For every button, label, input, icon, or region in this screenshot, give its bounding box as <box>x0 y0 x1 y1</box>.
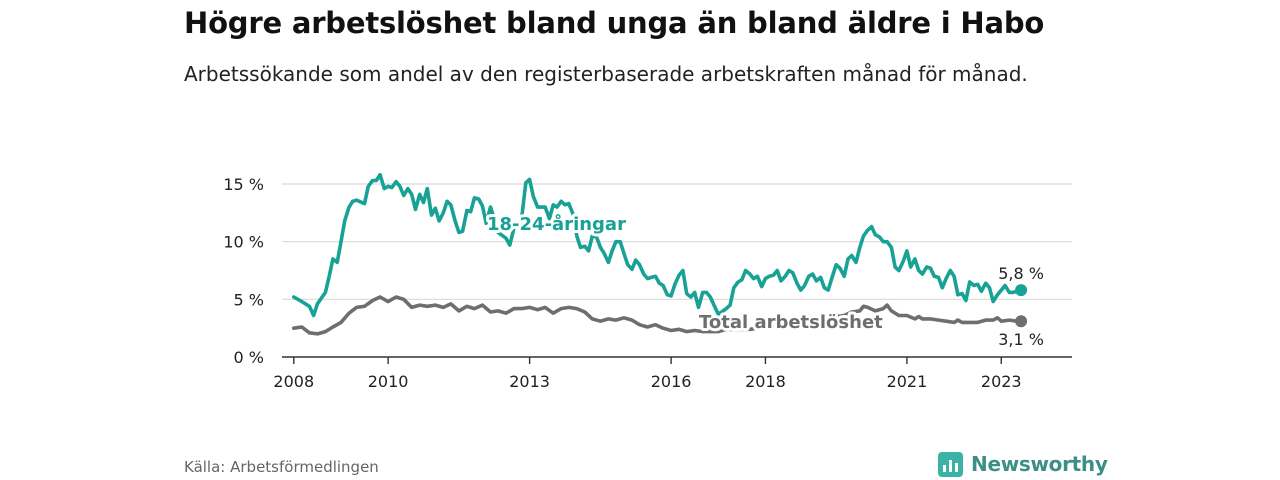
series-label-youth-halo: 18-24-åringar <box>487 213 626 235</box>
end-value-youth-halo: 5,8 % <box>998 264 1044 283</box>
series-lines <box>292 173 1028 336</box>
chart-title: Högre arbetslöshet bland unga än bland ä… <box>184 6 1045 40</box>
series-label-youth: 18-24-åringar <box>487 213 626 235</box>
y-tick-label: 5 % <box>234 290 264 309</box>
series-label-total-halo: Total arbetslöshet <box>699 312 883 333</box>
end-value-total-halo: 3,1 % <box>998 330 1044 349</box>
end-value-youth: 5,8 % <box>998 264 1044 283</box>
end-dot-total <box>1015 315 1028 328</box>
y-tick-label: 0 % <box>234 348 264 367</box>
grid <box>282 183 1072 300</box>
x-tick-label: 2023 <box>981 372 1022 391</box>
axes: 0 % 5 % 10 % 15 % 2008 2010 2013 2016 2018 2021 20… <box>223 175 1072 391</box>
x-tick-label: 2016 <box>651 372 692 391</box>
x-tick-label: 2010 <box>368 372 409 391</box>
line-chart: 0 % 5 % 10 % 15 % 2008 2010 2013 2016 2018 2021 20… <box>223 173 1072 391</box>
bar-chart-icon <box>938 451 963 477</box>
chart-subtitle: Arbetssökande som andel av den registerb… <box>184 62 1028 86</box>
x-tick-label: 2008 <box>273 372 314 391</box>
brand-name: Newsworthy <box>971 452 1108 476</box>
x-tick-label: 2013 <box>509 372 550 391</box>
end-value-total: 3,1 % <box>998 330 1044 349</box>
y-tick-label: 10 % <box>223 233 264 252</box>
newsworthy-logo: Newsworthy <box>938 449 1108 479</box>
series-line-total <box>292 295 1023 336</box>
y-tick-label: 15 % <box>223 175 264 194</box>
source-note: Källa: Arbetsförmedlingen <box>184 458 379 476</box>
series-line-youth <box>292 173 1023 318</box>
end-dot-youth <box>1015 284 1028 297</box>
series-label-total: Total arbetslöshet <box>699 312 883 333</box>
x-tick-label: 2021 <box>887 372 928 391</box>
x-tick-label: 2018 <box>745 372 786 391</box>
